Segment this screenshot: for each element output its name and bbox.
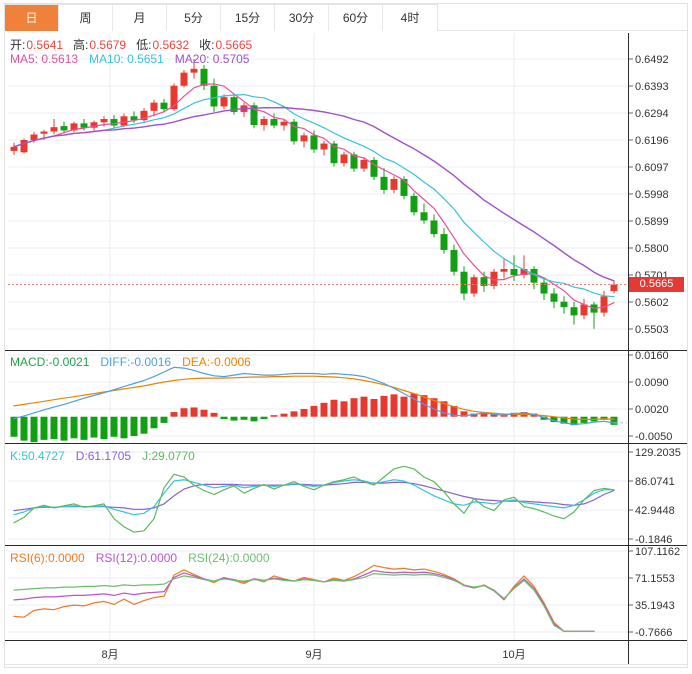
svg-text:0.6393: 0.6393 [635, 81, 669, 93]
ohlc-label-0: 开: [10, 38, 26, 52]
svg-text:0.5899: 0.5899 [635, 216, 669, 228]
svg-text:107.1162: 107.1162 [635, 546, 680, 558]
rsi-label-2: RSI(24):0.0000 [188, 551, 270, 565]
ohlc-value-0: 0.5641 [26, 38, 64, 52]
current-price-badge: 0.5665 [629, 277, 684, 292]
svg-text:0.6097: 0.6097 [635, 162, 669, 174]
svg-text:71.1553: 71.1553 [635, 573, 675, 585]
ohlc-label-2: 低: [136, 38, 152, 52]
macd-labels: MACD:-0.0021 DIFF:-0.0016 DEA:-0.0006 [10, 355, 262, 369]
svg-text:0.0090: 0.0090 [635, 377, 669, 389]
macd-label-1: DIFF:-0.0016 [100, 355, 172, 369]
ma-label-0: MA5: 0.5613 [10, 52, 79, 66]
svg-text:-0.1846: -0.1846 [635, 534, 672, 546]
svg-text:0.6196: 0.6196 [635, 135, 669, 147]
kdj-labels: K:50.4727 D:61.1705 J:29.0770 [10, 449, 206, 463]
svg-text:-0.0050: -0.0050 [635, 431, 672, 443]
svg-text:0.5998: 0.5998 [635, 189, 669, 201]
ohlc-value-2: 0.5632 [152, 38, 190, 52]
ohlc-label-1: 高: [73, 38, 89, 52]
ohlc-value-1: 0.5679 [89, 38, 127, 52]
tab-4时[interactable]: 4时 [400, 11, 420, 25]
ma-label-1: MA10: 0.5651 [89, 52, 164, 66]
x-axis-label-8月: 8月 [101, 649, 119, 661]
macd-label-0: MACD:-0.0021 [10, 355, 90, 369]
ohlc-labels: 开:0.5641 高:0.5679 低:0.5632 收:0.5665 [10, 36, 262, 53]
ma-labels: MA5: 0.5613 MA10: 0.5651 MA20: 0.5705 [10, 52, 260, 66]
x-axis-label-9月: 9月 [305, 649, 323, 661]
kdj-label-0: K:50.4727 [10, 449, 65, 463]
x-axis-labels: 8月 9月 10月 [0, 646, 692, 662]
svg-text:0.5602: 0.5602 [635, 297, 669, 309]
ma-label-2: MA20: 0.5705 [174, 52, 250, 66]
macd-label-2: DEA:-0.0006 [182, 355, 251, 369]
kdj-label-2: J:29.0770 [142, 449, 195, 463]
rsi-label-0: RSI(6):0.0000 [10, 551, 85, 565]
x-axis-label-10月: 10月 [502, 649, 526, 661]
tab-bar: 日周月 5分 15分 30分 60分 4时 [4, 4, 438, 31]
svg-text:0.6294: 0.6294 [635, 108, 669, 120]
tab-60分[interactable]: 60分 [329, 5, 383, 31]
tab-周[interactable]: 周 [59, 5, 113, 31]
svg-text:0.0020: 0.0020 [635, 404, 669, 416]
ohlc-label-3: 收: [199, 38, 215, 52]
svg-text:0.5503: 0.5503 [635, 324, 669, 336]
tab-15分[interactable]: 15分 [221, 5, 275, 31]
rsi-labels: RSI(6):0.0000 RSI(12):0.0000 RSI(24):0.000… [10, 551, 281, 565]
svg-text:86.0741: 86.0741 [635, 476, 675, 488]
svg-text:0.6492: 0.6492 [635, 54, 669, 66]
svg-text:-0.7666: -0.7666 [635, 627, 672, 639]
svg-text:35.1943: 35.1943 [635, 600, 675, 612]
svg-text:42.9448: 42.9448 [635, 505, 675, 517]
kdj-label-1: D:61.1705 [75, 449, 132, 463]
tab-日[interactable]: 日 [5, 5, 59, 31]
tab-月[interactable]: 月 [113, 5, 167, 31]
tab-5分[interactable]: 5分 [167, 5, 221, 31]
ohlc-value-3: 0.5665 [215, 38, 253, 52]
svg-text:0.5800: 0.5800 [635, 243, 669, 255]
svg-text:129.2035: 129.2035 [635, 447, 681, 459]
rsi-label-1: RSI(12):0.0000 [95, 551, 178, 565]
svg-text:0.0160: 0.0160 [635, 350, 669, 362]
tab-30分[interactable]: 30分 [275, 5, 329, 31]
